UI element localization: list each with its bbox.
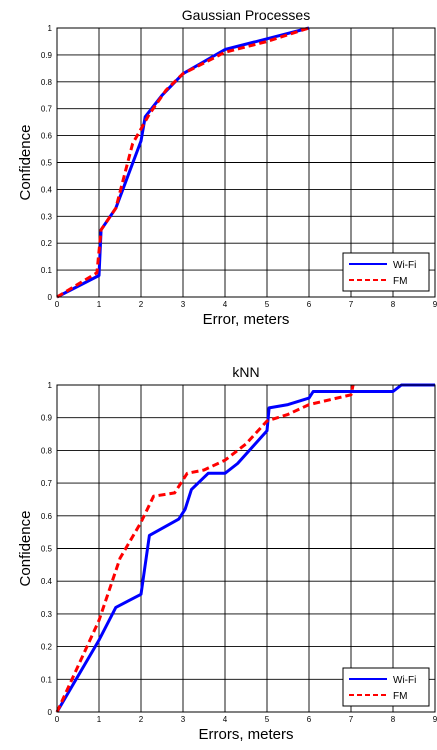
legend: Wi-Fi FM: [342, 252, 430, 292]
series-line-fm: [56, 26, 310, 299]
y-tick-label: 0.4: [41, 577, 53, 586]
y-tick-label: 0.9: [41, 51, 53, 60]
plot-frame: [56, 384, 436, 713]
y-tick-label: 0: [48, 293, 53, 302]
chart-title: kNN: [232, 364, 259, 380]
legend-label: FM: [393, 691, 407, 702]
x-tick-label: 7: [349, 300, 354, 309]
legend-box: [342, 667, 430, 707]
y-tick-label: 0: [48, 708, 53, 717]
y-tick-label: 0.2: [41, 643, 53, 652]
x-tick-label: 9: [433, 715, 437, 724]
legend: Wi-Fi FM: [342, 667, 430, 707]
x-tick-label: 1: [97, 300, 102, 309]
y-tick-label: 0.1: [41, 266, 53, 275]
y-tick-label: 0.7: [41, 479, 53, 488]
x-tick-label: 9: [433, 300, 437, 309]
y-tick-label: 0.5: [41, 545, 53, 554]
y-tick-label: 1: [48, 24, 53, 33]
y-tick-label: 0.8: [41, 446, 53, 455]
x-tick-label: 3: [181, 715, 186, 724]
legend-label: FM: [393, 276, 407, 287]
y-tick-label: 0.2: [41, 239, 53, 248]
chart-title: Gaussian Processes: [182, 7, 310, 23]
x-tick-label: 8: [391, 300, 396, 309]
x-tick-label: 6: [307, 715, 312, 724]
series-line-wi-fi: [56, 26, 310, 299]
chart-panel-2: 0 1 2 3 4 5 6 7 8 9 0 0.1 0.2 0.3 0.4 0.5 0.6 0.7 0.8 0.9 1 k…: [17, 364, 437, 743]
y-tick-label: 0.3: [41, 212, 53, 221]
x-tick-label: 4: [223, 300, 228, 309]
legend-label: Wi-Fi: [393, 260, 416, 271]
y-tick-label: 1: [48, 381, 53, 390]
x-tick-label: 5: [265, 715, 270, 724]
x-tick-label: 8: [391, 715, 396, 724]
y-tick-label: 0.5: [41, 159, 53, 168]
y-tick-label: 0.9: [41, 414, 53, 423]
series-line-wi-fi: [55, 383, 435, 713]
x-tick-label: 3: [181, 300, 186, 309]
y-tick-label: 0.6: [41, 132, 53, 141]
x-tick-label: 0: [55, 300, 60, 309]
y-axis-label: Confidence: [17, 125, 34, 201]
x-axis-label: Error, meters: [203, 311, 290, 328]
y-tick-label: 0.8: [41, 78, 53, 87]
plot-frame: [56, 27, 436, 298]
legend-box: [342, 252, 430, 292]
x-tick-label: 6: [307, 300, 312, 309]
series-line-fm: [55, 384, 355, 713]
y-tick-label: 0.4: [41, 185, 53, 194]
x-tick-label: 2: [139, 300, 144, 309]
x-tick-label: 5: [265, 300, 270, 309]
chart-panel-1: 0 1 2 3 4 5 6 7 8 9 0 0.1 0.2 0.3 0.4 0.5 0.6 0.7 0.8 0.9 1 G…: [17, 7, 437, 328]
legend-label: Wi-Fi: [393, 675, 416, 686]
y-tick-label: 0.3: [41, 610, 53, 619]
x-axis-label: Errors, meters: [198, 726, 293, 743]
x-tick-label: 4: [223, 715, 228, 724]
x-tick-label: 7: [349, 715, 354, 724]
x-tick-label: 2: [139, 715, 144, 724]
x-tick-label: 1: [97, 715, 102, 724]
y-tick-label: 0.7: [41, 105, 53, 114]
y-tick-label: 0.1: [41, 675, 53, 684]
y-tick-label: 0.6: [41, 512, 53, 521]
y-axis-label: Confidence: [17, 511, 34, 587]
x-tick-label: 0: [55, 715, 60, 724]
